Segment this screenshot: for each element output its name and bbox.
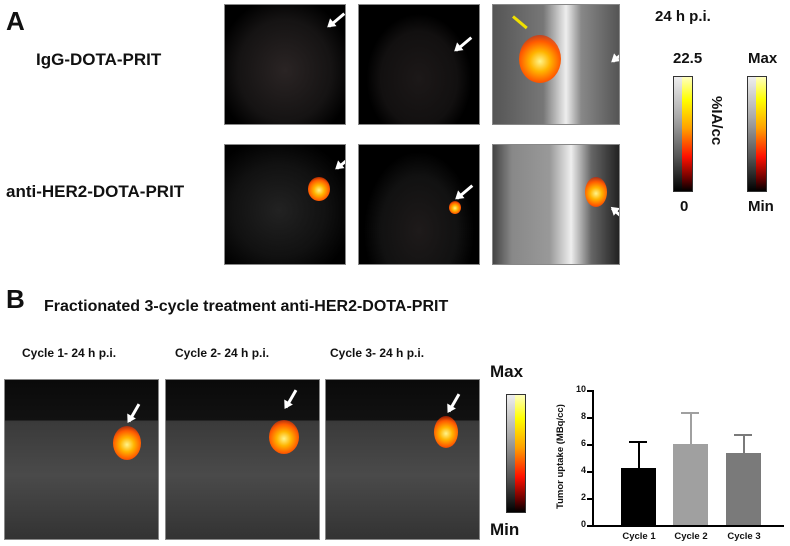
- y-tick-label: 6: [580, 438, 586, 448]
- tumor-uptake-spot: [269, 420, 299, 454]
- y-axis-line: [592, 390, 594, 525]
- colorbar-quant-max: 22.5: [673, 50, 703, 67]
- colorbar-rel-max: Max: [748, 50, 778, 67]
- arrow-icon: [127, 403, 141, 423]
- tumor-uptake-spot: [585, 177, 607, 207]
- cycle-2-image: [165, 379, 320, 540]
- colorbar-unit-label: %IA/cc: [708, 96, 725, 146]
- panel-b-title: Fractionated 3-cycle treatment anti-HER2…: [44, 298, 449, 315]
- x-axis-line: [592, 525, 784, 527]
- tumor-uptake-spot: [308, 177, 330, 201]
- panel-b-letter: B: [6, 284, 25, 314]
- y-tick: [587, 390, 592, 392]
- anti-her2-coronal-image: [224, 144, 346, 265]
- row-label-anti-her2: anti-HER2-DOTA-PRIT: [6, 182, 185, 201]
- y-tick: [587, 471, 592, 473]
- y-tick-label: 10: [575, 384, 586, 394]
- y-tick-label: 8: [580, 411, 586, 421]
- tumor-uptake-spot: [449, 201, 461, 214]
- y-tick: [587, 525, 592, 527]
- y-tick-label: 4: [580, 465, 586, 475]
- cycle-3-image: [325, 379, 480, 540]
- anti-her2-axial-image: [358, 144, 480, 265]
- y-tick: [587, 417, 592, 419]
- panel-a-letter: A: [6, 6, 25, 36]
- colorbar-b: [506, 394, 526, 513]
- x-tick-label: Cycle 3: [727, 531, 761, 542]
- arrow-icon: [611, 207, 619, 223]
- bar-cycle-1: [621, 468, 656, 525]
- arrow-icon: [328, 12, 345, 28]
- cycle-3-label: Cycle 3- 24 h p.i.: [330, 346, 425, 360]
- error-bar-cycle-2: [689, 412, 692, 444]
- x-tick-label: Cycle 2: [674, 531, 708, 542]
- row-label-igg: IgG-DOTA-PRIT: [36, 50, 162, 69]
- tumor-uptake-spot: [519, 35, 561, 83]
- arrow-icon: [455, 36, 473, 52]
- igg-axial-image: [358, 4, 480, 125]
- colorbar-b-max: Max: [490, 362, 524, 381]
- error-cap-cycle-2: [681, 412, 699, 414]
- igg-coronal-image: [224, 4, 346, 125]
- y-axis-label: Tumor uptake (MBq/cc): [555, 404, 566, 510]
- error-cap-cycle-1: [629, 441, 647, 443]
- colorbar-quant-min: 0: [680, 198, 689, 215]
- y-tick-label: 0: [580, 519, 586, 529]
- cycle-1-image: [4, 379, 159, 540]
- arrow-icon: [284, 389, 298, 409]
- x-tick-label: Cycle 1: [622, 531, 656, 542]
- tumor-uptake-spot: [113, 426, 141, 460]
- error-bar-cycle-3: [742, 434, 745, 453]
- bar-cycle-2: [673, 444, 708, 525]
- arrow-icon: [456, 184, 474, 200]
- timepoint-label: 24 h p.i.: [655, 8, 711, 25]
- y-tick-label: 2: [580, 492, 586, 502]
- anti-her2-mip-image: [492, 144, 620, 265]
- yellow-arrow-icon: [512, 15, 528, 30]
- cycle-2-label: Cycle 2- 24 h p.i.: [175, 346, 270, 360]
- y-tick: [587, 444, 592, 446]
- colorbar-rel: [747, 76, 767, 192]
- error-bar-cycle-1: [637, 441, 640, 468]
- colorbar-b-min: Min: [490, 520, 520, 539]
- error-cap-cycle-3: [734, 434, 752, 436]
- colorbar-quant: [673, 76, 693, 192]
- y-tick: [587, 498, 592, 500]
- arrow-icon: [612, 47, 619, 63]
- arrow-icon: [336, 154, 345, 170]
- tumor-uptake-spot: [434, 416, 458, 448]
- bar-cycle-3: [726, 453, 761, 525]
- cycle-1-label: Cycle 1- 24 h p.i.: [22, 346, 117, 360]
- igg-mip-image: [492, 4, 620, 125]
- arrow-icon: [447, 393, 461, 413]
- colorbar-rel-min: Min: [748, 198, 774, 215]
